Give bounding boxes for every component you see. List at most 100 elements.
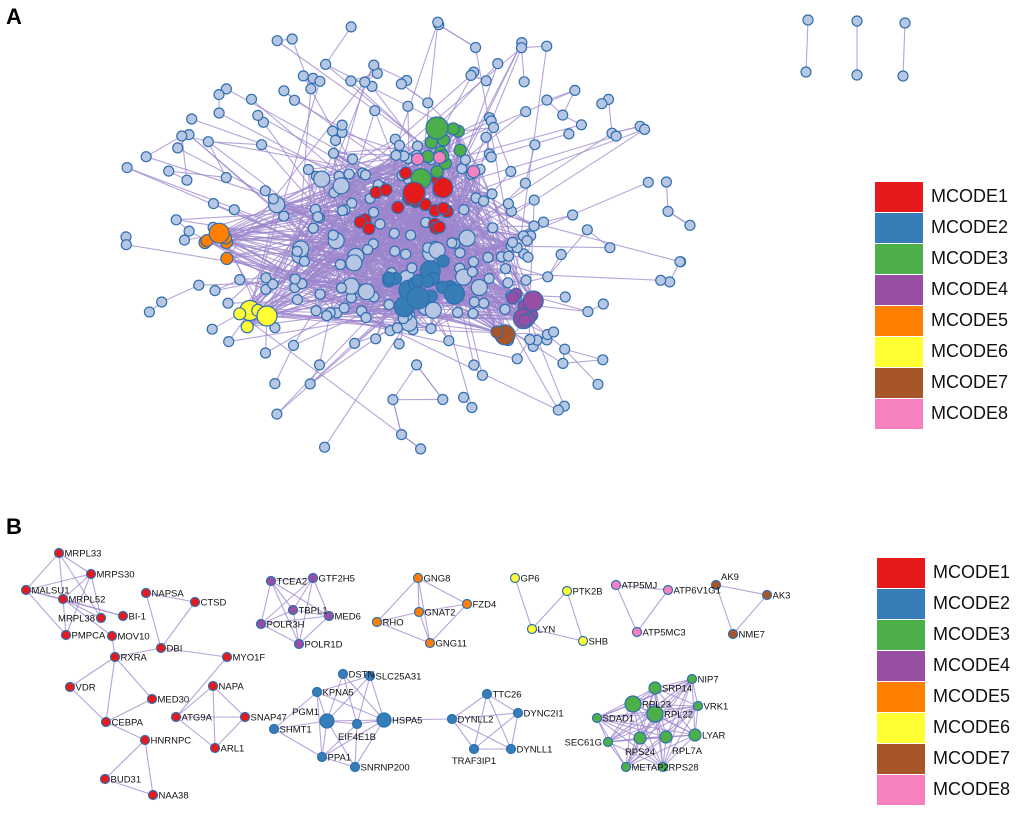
gene-node-kpna5[interactable]	[311, 686, 323, 698]
network-a-node[interactable]	[478, 195, 490, 207]
network-a-node[interactable]	[291, 294, 303, 306]
network-a-node[interactable]	[490, 325, 504, 339]
network-a-node[interactable]	[421, 274, 435, 288]
gene-node-med6[interactable]	[323, 610, 335, 622]
network-a-node[interactable]	[505, 291, 520, 305]
network-a-node[interactable]	[436, 254, 450, 268]
network-a-node[interactable]	[278, 210, 290, 222]
network-a-node[interactable]	[465, 69, 477, 82]
network-a-node[interactable]	[480, 75, 492, 87]
network-a-node[interactable]	[552, 404, 564, 416]
network-a-node[interactable]	[425, 323, 437, 335]
gene-node-snrnp200[interactable]	[349, 761, 361, 773]
network-a-node[interactable]	[541, 94, 553, 106]
network-a-node[interactable]	[575, 119, 588, 131]
network-a-node[interactable]	[468, 296, 480, 308]
network-a-node[interactable]	[470, 278, 488, 297]
network-a-node[interactable]	[359, 169, 372, 181]
network-a-node[interactable]	[433, 150, 447, 165]
network-a-node[interactable]	[321, 310, 333, 322]
gene-node-lyar[interactable]	[688, 728, 702, 742]
network-a-node[interactable]	[305, 83, 317, 95]
network-a-node[interactable]	[499, 303, 511, 315]
network-a-node[interactable]	[488, 121, 500, 134]
network-a-node[interactable]	[121, 162, 133, 174]
network-a-node[interactable]	[245, 93, 258, 105]
network-a-node[interactable]	[406, 262, 418, 274]
gene-node-gng11[interactable]	[424, 637, 436, 649]
network-a-node[interactable]	[362, 222, 376, 236]
network-a-node[interactable]	[674, 256, 686, 268]
network-a-node[interactable]	[485, 151, 497, 163]
network-a-node[interactable]	[327, 147, 340, 159]
network-a-node[interactable]	[566, 209, 579, 221]
network-a-node[interactable]	[388, 227, 400, 239]
network-a-node[interactable]	[430, 165, 444, 179]
network-a-node[interactable]	[307, 222, 319, 234]
network-a-node[interactable]	[357, 283, 375, 301]
network-a-node[interactable]	[349, 337, 361, 349]
gene-node-med30[interactable]	[146, 693, 158, 705]
network-a-node[interactable]	[466, 266, 478, 278]
network-a-node[interactable]	[459, 154, 471, 166]
gene-node-shb[interactable]	[577, 635, 589, 647]
network-a-node[interactable]	[267, 278, 279, 290]
gene-node-dbi[interactable]	[155, 642, 167, 654]
network-a-node[interactable]	[163, 165, 175, 177]
network-a-node[interactable]	[511, 353, 523, 365]
gene-node-sdad1[interactable]	[591, 712, 603, 724]
gene-node-ppa1[interactable]	[316, 751, 328, 763]
network-a-node[interactable]	[502, 250, 515, 262]
network-a-node[interactable]	[467, 165, 481, 179]
network-a-node[interactable]	[596, 98, 608, 110]
network-a-node[interactable]	[269, 378, 281, 390]
network-a-node[interactable]	[557, 357, 569, 369]
network-a-node[interactable]	[347, 153, 359, 165]
network-a-node[interactable]	[178, 234, 191, 246]
network-a-node[interactable]	[402, 181, 426, 205]
gene-node-napsa[interactable]	[140, 587, 152, 599]
network-a-node[interactable]	[506, 236, 519, 248]
network-a-node[interactable]	[458, 391, 470, 403]
gene-node-malsu1[interactable]	[20, 584, 32, 596]
network-a-node[interactable]	[313, 359, 326, 371]
network-a-node[interactable]	[395, 78, 407, 90]
isolated-node[interactable]	[897, 70, 909, 82]
gene-node-nme7[interactable]	[727, 628, 739, 640]
network-a-node[interactable]	[446, 237, 458, 249]
network-a-node[interactable]	[176, 130, 188, 142]
network-a-node[interactable]	[260, 272, 272, 284]
network-a-node[interactable]	[638, 123, 651, 135]
gene-node-srp14[interactable]	[648, 681, 662, 695]
network-a-node[interactable]	[291, 245, 303, 257]
network-a-node[interactable]	[320, 58, 332, 71]
network-a-node[interactable]	[581, 224, 593, 236]
gene-node-rpl22[interactable]	[646, 705, 664, 723]
network-a-node[interactable]	[256, 305, 278, 327]
network-a-node[interactable]	[234, 274, 246, 286]
network-a-node[interactable]	[487, 222, 499, 234]
network-a-node[interactable]	[559, 343, 571, 355]
network-a-node[interactable]	[515, 42, 528, 54]
network-a-node[interactable]	[466, 401, 478, 414]
network-a-node[interactable]	[374, 218, 386, 230]
network-a-node[interactable]	[343, 168, 355, 180]
gene-node-ak9[interactable]	[710, 579, 722, 591]
gene-node-polr3h[interactable]	[255, 618, 267, 630]
network-a-node[interactable]	[664, 276, 676, 288]
network-a-node[interactable]	[220, 251, 234, 265]
network-a-node[interactable]	[346, 197, 358, 209]
gene-node-dynll2[interactable]	[446, 713, 458, 725]
network-a-node[interactable]	[597, 298, 609, 310]
network-a-node[interactable]	[288, 94, 301, 106]
network-a-node[interactable]	[181, 174, 193, 186]
network-a-node[interactable]	[220, 83, 232, 95]
network-a-node[interactable]	[156, 296, 168, 308]
network-a-node[interactable]	[522, 290, 544, 312]
network-a-node[interactable]	[209, 285, 221, 297]
network-a-node[interactable]	[252, 109, 264, 122]
network-a-node[interactable]	[220, 171, 232, 184]
network-a-node[interactable]	[452, 306, 464, 318]
network-a-node[interactable]	[278, 85, 290, 97]
gene-node-rpl7a[interactable]	[659, 730, 673, 744]
